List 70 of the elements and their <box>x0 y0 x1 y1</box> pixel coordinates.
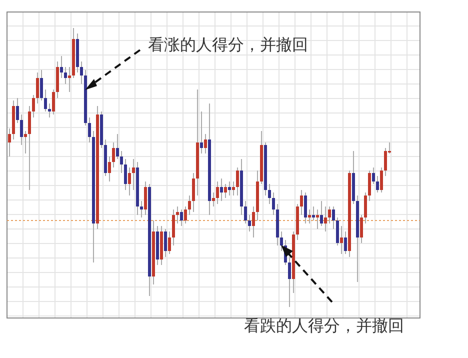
candlestick <box>176 206 179 224</box>
candlestick <box>300 189 303 216</box>
candlestick <box>200 111 203 154</box>
candlestick <box>372 167 375 185</box>
candlestick <box>316 208 319 230</box>
candlestick <box>16 97 19 124</box>
candlestick <box>32 94 35 118</box>
candlestick <box>232 180 235 196</box>
candlestick <box>40 69 43 102</box>
candlestick <box>132 158 135 190</box>
text: 看跌的人得分，并撤回 <box>244 316 404 335</box>
candlestick <box>380 167 383 194</box>
candlestick <box>124 158 127 190</box>
candlestick <box>272 192 275 216</box>
candlestick <box>20 114 23 146</box>
candlestick <box>28 106 31 190</box>
candlestick <box>108 156 111 182</box>
candlestick <box>320 200 323 227</box>
candlestick <box>268 184 271 204</box>
candlestick <box>252 206 255 238</box>
candlestick <box>144 180 147 216</box>
candlestick <box>112 142 115 168</box>
candlestick <box>312 206 315 222</box>
candlestick <box>384 147 387 176</box>
candlestick <box>164 228 167 258</box>
candlestick <box>376 175 379 194</box>
candlestick <box>304 192 307 224</box>
candlestick <box>340 226 343 254</box>
candlestick <box>308 208 311 224</box>
candlestick <box>128 167 131 196</box>
candlestick <box>184 206 187 224</box>
candlestick <box>44 88 47 112</box>
annotation: 看涨的人得分，并撤回 <box>148 35 308 54</box>
candlestick <box>120 150 123 174</box>
candlestick <box>48 102 51 118</box>
candlestick <box>344 231 347 254</box>
candlestick <box>244 200 247 224</box>
candlestick <box>248 214 251 232</box>
candlestick <box>180 208 183 227</box>
candlestick <box>8 128 11 157</box>
candlestick <box>328 206 331 224</box>
candlestick <box>88 116 91 143</box>
candlestick <box>360 214 363 244</box>
candlestick <box>236 167 239 196</box>
candlestick <box>168 231 171 254</box>
candlestick <box>140 200 143 218</box>
candlestick <box>80 60 83 84</box>
candlestick <box>204 134 207 154</box>
candlestick <box>332 206 335 230</box>
candlestick <box>280 231 283 252</box>
candlestick <box>60 55 63 79</box>
candlestick <box>68 66 71 93</box>
candlestick <box>116 134 119 160</box>
candlestick <box>216 180 219 204</box>
candlestick <box>188 194 191 216</box>
candlestick <box>36 72 39 104</box>
candlestick <box>368 170 371 202</box>
candlestick <box>52 88 55 115</box>
candlestick <box>172 208 175 246</box>
candlestick <box>212 192 215 208</box>
candlestick <box>336 217 339 246</box>
candlestick <box>24 130 27 154</box>
candlestick <box>224 184 227 199</box>
candlestick <box>192 172 195 213</box>
candlestick <box>288 256 291 308</box>
candlestick <box>324 206 327 232</box>
candlestick <box>220 178 223 202</box>
candlestick <box>228 180 231 196</box>
candlestick <box>64 66 67 84</box>
candlestick <box>364 192 367 224</box>
